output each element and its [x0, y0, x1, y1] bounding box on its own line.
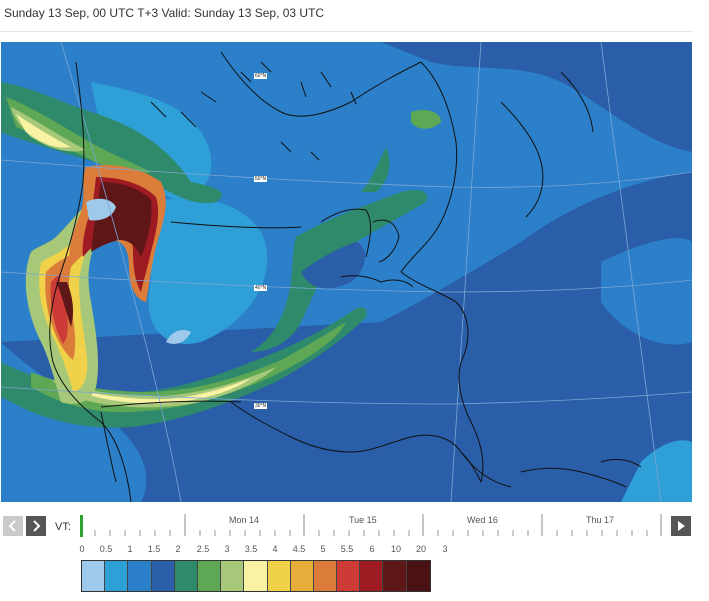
timeline-day-wed[interactable]: Wed 16	[467, 515, 498, 525]
legend-swatch	[406, 561, 430, 591]
legend-swatch	[197, 561, 222, 591]
legend-swatch	[174, 561, 198, 591]
timeline-day-tue[interactable]: Tue 15	[349, 515, 377, 525]
legend-swatch	[82, 561, 106, 591]
scale-label: 1.5	[147, 544, 161, 554]
latitude-label-30n: 30°N	[254, 403, 268, 409]
latitude-label-40n: 40°N	[254, 285, 268, 291]
legend-swatch	[267, 561, 291, 591]
chevron-left-icon	[8, 520, 16, 532]
latitude-label-50n: 50°N	[254, 176, 268, 182]
valid-time-label: VT:	[55, 521, 71, 533]
next-step-button[interactable]	[26, 516, 46, 536]
scale-label: 4.5	[292, 544, 306, 554]
color-legend	[81, 560, 431, 592]
previous-step-button[interactable]	[3, 516, 23, 536]
scale-label: 2	[175, 544, 181, 554]
aerosol-field	[1, 42, 692, 502]
forecast-map[interactable]: 60°N 50°N 40°N 30°N	[1, 42, 692, 502]
legend-swatch	[337, 561, 361, 591]
current-time-marker[interactable]	[80, 515, 83, 537]
scale-label: 10	[390, 544, 402, 554]
legend-swatch	[105, 561, 129, 591]
scale-label: 0	[79, 544, 85, 554]
timeline-ticks	[94, 514, 662, 536]
scale-label: 4	[272, 544, 278, 554]
play-button[interactable]	[671, 516, 691, 536]
legend-swatch	[128, 561, 152, 591]
scale-label: 3.5	[244, 544, 258, 554]
legend-swatch	[313, 561, 338, 591]
scale-label: 0.5	[99, 544, 113, 554]
legend-swatch	[151, 561, 175, 591]
scale-label: 3	[442, 544, 448, 554]
header-divider	[0, 31, 693, 32]
play-icon	[678, 521, 685, 531]
scale-label: 5	[320, 544, 326, 554]
chevron-right-icon	[33, 520, 41, 532]
scale-label: 2.5	[196, 544, 210, 554]
scale-label: 3	[224, 544, 230, 554]
scale-label: 20	[415, 544, 427, 554]
forecast-timeline[interactable]: Mon 14 Tue 15 Wed 16 Thu 17	[78, 512, 666, 540]
timeline-day-thu[interactable]: Thu 17	[586, 515, 615, 525]
legend-swatch	[221, 561, 245, 591]
legend-swatch	[244, 561, 268, 591]
legend-swatch	[290, 561, 314, 591]
scale-label: 6	[369, 544, 375, 554]
legend-swatch	[360, 561, 384, 591]
legend-swatch	[383, 561, 407, 591]
forecast-validity-header: Sunday 13 Sep, 00 UTC T+3 Valid: Sunday …	[4, 6, 325, 20]
scale-label: 5.5	[340, 544, 354, 554]
latitude-label-60n: 60°N	[254, 73, 268, 79]
timeline-day-mon[interactable]: Mon 14	[229, 515, 260, 525]
scale-label: 1	[127, 544, 133, 554]
